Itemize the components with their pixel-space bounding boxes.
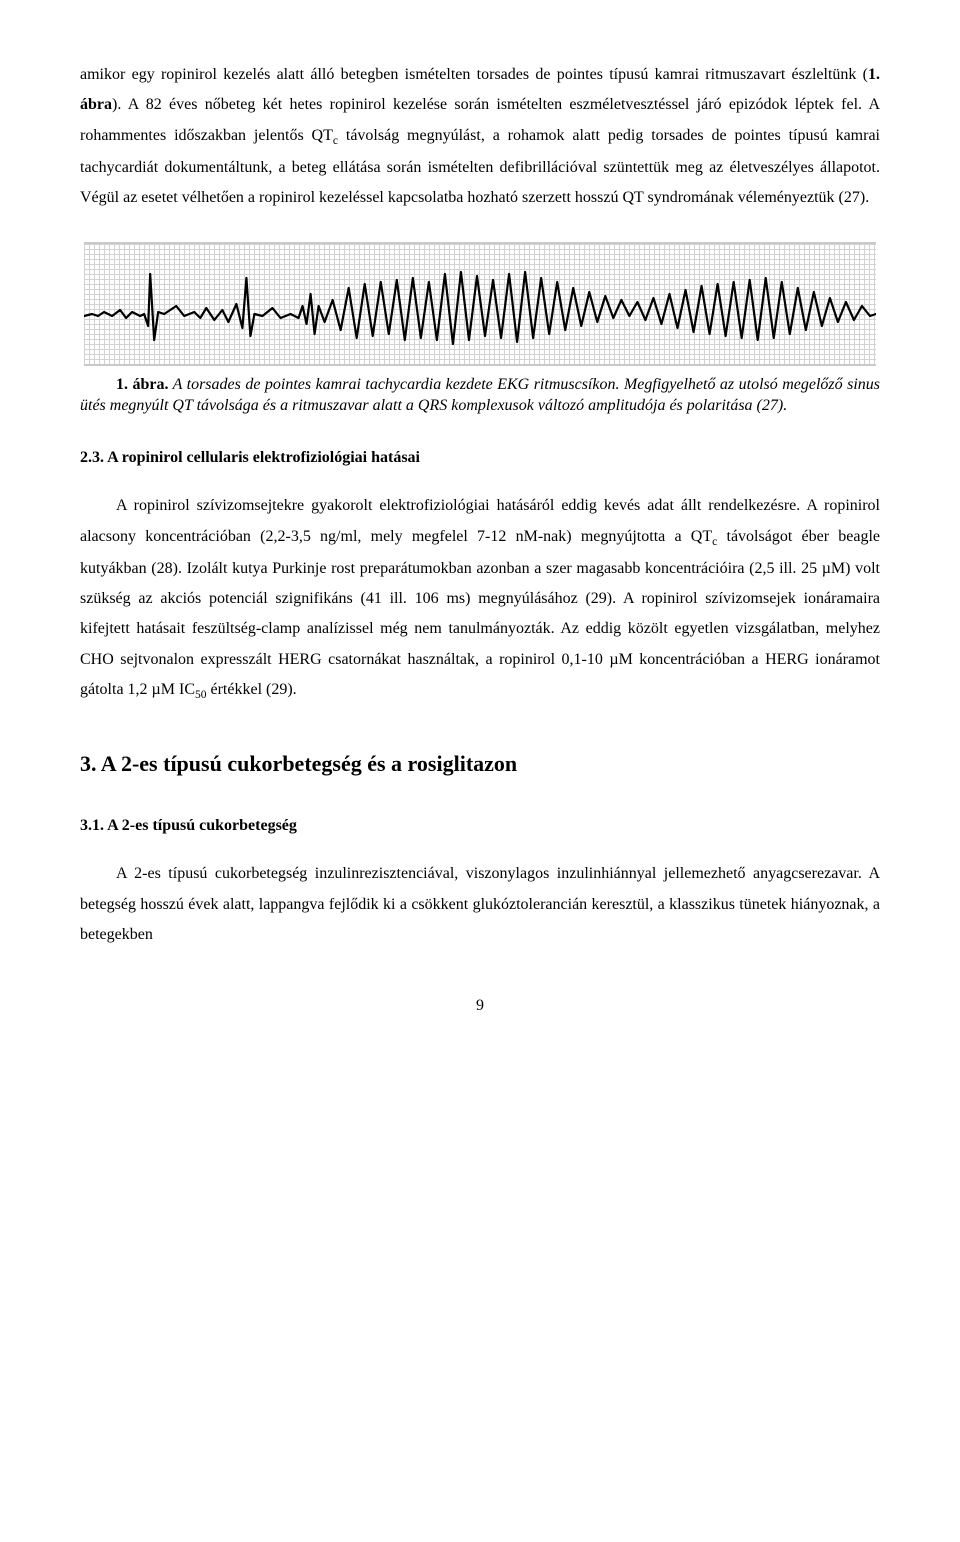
section-3-1-title: 3.1. A 2-es típusú cukorbetegség <box>80 811 880 841</box>
s23-text-c: értékkel (29). <box>207 681 297 698</box>
section-3-1-body: A 2-es típusú cukorbetegség inzulinrezis… <box>80 859 880 950</box>
ic50-subscript: 50 <box>195 689 207 701</box>
s23-text-b: távolságot éber beagle kutyákban (28). I… <box>80 528 880 699</box>
section-2-3-title: 2.3. A ropinirol cellularis elektrofizio… <box>80 443 880 473</box>
page-number: 9 <box>80 991 880 1021</box>
section-3-title: 3. A 2-es típusú cukorbetegség és a rosi… <box>80 743 880 785</box>
paragraph-intro: amikor egy ropinirol kezelés alatt álló … <box>80 60 880 214</box>
ecg-strip <box>84 242 876 366</box>
p1-text-a: amikor egy ropinirol kezelés alatt álló … <box>80 66 868 83</box>
figure-1-caption: 1. ábra. A torsades de pointes kamrai ta… <box>80 374 880 417</box>
figure-1 <box>80 242 880 366</box>
caption-body: A torsades de pointes kamrai tachycardia… <box>80 376 880 415</box>
ecg-polyline <box>84 272 876 344</box>
section-2-3-body: A ropinirol szívizomsejtekre gyakorolt e… <box>80 491 880 707</box>
caption-lead: 1. ábra. <box>116 376 168 393</box>
ecg-trace-svg <box>84 244 876 364</box>
